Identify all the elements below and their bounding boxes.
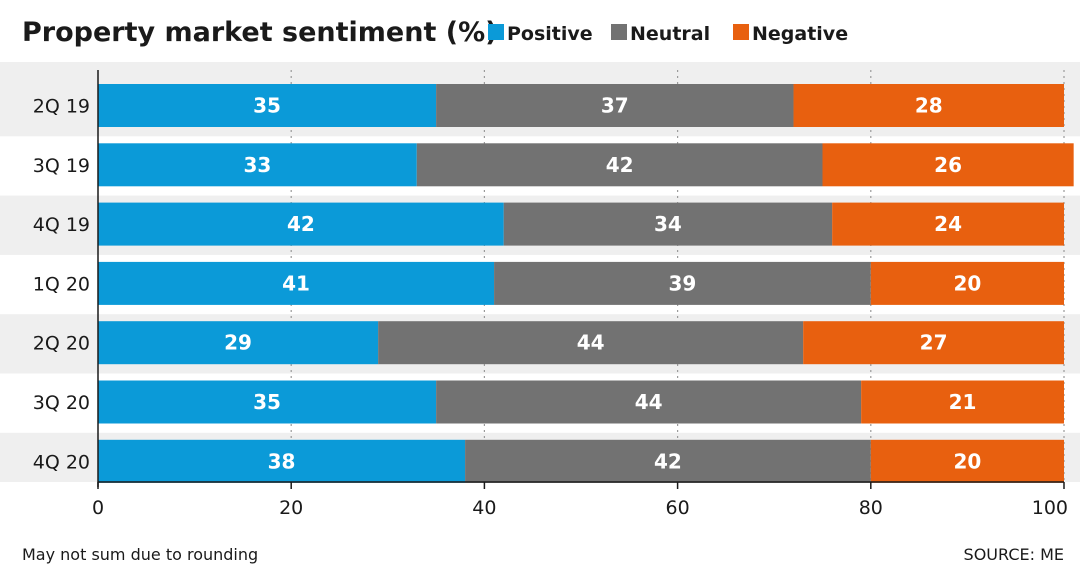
bar-labels: 35 37 28 33 42 26 42 34 24 41 39 20 29 44 27 35 44 21 38 42… (224, 94, 981, 474)
bar-neutral (436, 84, 794, 127)
bar-negative (793, 84, 1064, 127)
category-label: 4Q 20 (33, 451, 90, 473)
chart-title: Property market sentiment (%) (22, 17, 498, 48)
bar-label: 44 (577, 331, 605, 355)
bar-negative (803, 321, 1064, 365)
bar-label: 42 (654, 449, 682, 473)
bar-neutral (416, 143, 823, 187)
bar-neutral (436, 380, 862, 424)
x-tick-label: 40 (472, 497, 496, 519)
category-labels: 2Q 19 3Q 19 4Q 19 1Q 20 2Q 20 3Q 20 4Q 20 (33, 96, 90, 474)
bar-label: 20 (953, 449, 981, 473)
bar-label: 42 (287, 212, 315, 236)
bar-label: 24 (934, 212, 962, 236)
category-label: 3Q 20 (33, 392, 90, 414)
bar-positive (98, 84, 437, 127)
bar-positive (98, 261, 495, 305)
x-tick-label: 20 (279, 497, 303, 519)
legend: Positive Neutral Negative (488, 23, 848, 45)
x-tick-label: 100 (1032, 497, 1068, 519)
bar-positive (98, 143, 417, 187)
x-tick-label: 60 (666, 497, 690, 519)
bar-negative (861, 380, 1064, 424)
bar-positive (98, 321, 379, 365)
bar-negative (832, 202, 1064, 246)
bar-label: 41 (282, 271, 310, 295)
bar-label: 33 (243, 153, 271, 177)
bar-negative (870, 439, 1064, 483)
bar-positive (98, 202, 504, 246)
bar-label: 28 (915, 94, 943, 118)
bar-label: 37 (601, 94, 629, 118)
x-tick-label: 0 (92, 497, 104, 519)
bar-label: 42 (606, 153, 634, 177)
bar-label: 38 (268, 449, 296, 473)
bars (98, 84, 1074, 483)
bar-label: 35 (253, 94, 281, 118)
bar-neutral (503, 202, 833, 246)
bar-positive (98, 439, 466, 483)
legend-label-positive: Positive (507, 23, 593, 45)
legend-swatch-neutral (611, 24, 627, 40)
category-label: 3Q 19 (33, 155, 90, 177)
legend-swatch-negative (733, 24, 749, 40)
bar-label: 34 (654, 212, 682, 236)
bar-positive (98, 380, 437, 424)
bar-label: 20 (953, 271, 981, 295)
bar-label: 29 (224, 331, 252, 355)
category-label: 4Q 19 (33, 214, 90, 236)
bar-label: 27 (920, 331, 948, 355)
category-label: 1Q 20 (33, 273, 90, 295)
x-tick-label: 80 (859, 497, 883, 519)
bar-label: 26 (934, 153, 962, 177)
bar-neutral (465, 439, 871, 483)
source-note: SOURCE: ME (964, 545, 1064, 564)
legend-label-neutral: Neutral (630, 23, 710, 45)
legend-label-negative: Negative (752, 23, 848, 45)
bar-neutral (378, 321, 804, 365)
bar-neutral (494, 261, 871, 305)
bar-negative (870, 261, 1064, 305)
bar-label: 44 (635, 390, 663, 414)
bar-label: 39 (669, 271, 697, 295)
bar-negative (822, 143, 1074, 187)
category-label: 2Q 20 (33, 333, 90, 355)
footnote: May not sum due to rounding (22, 545, 258, 564)
bar-label: 35 (253, 390, 281, 414)
category-label: 2Q 19 (33, 96, 90, 118)
legend-swatch-positive (488, 24, 504, 40)
bar-label: 21 (949, 390, 977, 414)
x-axis: 0 20 40 60 80 100 (92, 70, 1068, 519)
